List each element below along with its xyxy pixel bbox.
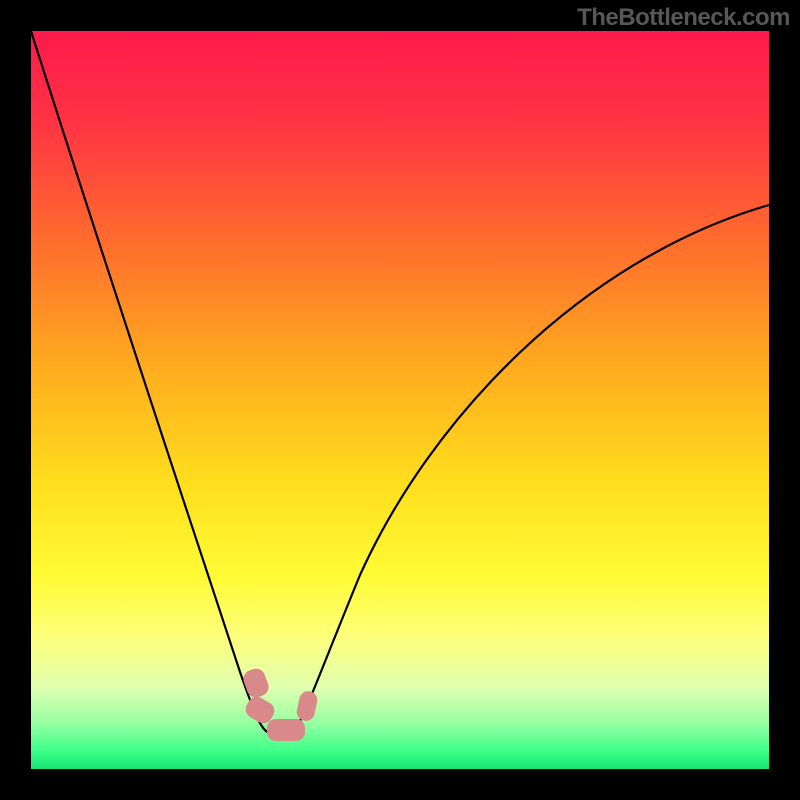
marker-point — [267, 719, 305, 741]
chart-container: TheBottleneck.com — [0, 0, 800, 800]
gradient-background — [31, 31, 769, 769]
watermark-text: TheBottleneck.com — [577, 4, 790, 32]
bottleneck-chart — [0, 0, 800, 800]
